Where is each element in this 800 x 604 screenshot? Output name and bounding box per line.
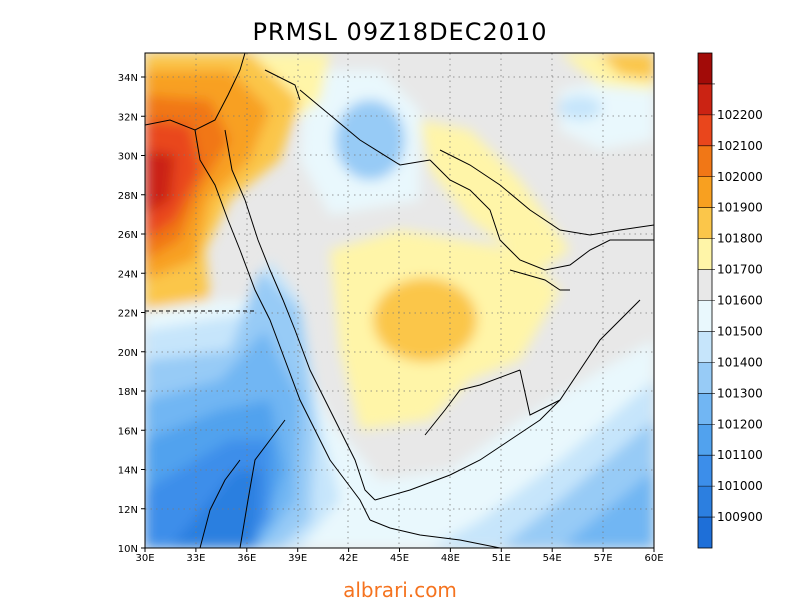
lat-tick-label: 28N	[118, 191, 138, 202]
colorbar-swatch	[698, 424, 712, 456]
colorbar-label: 101600	[717, 294, 763, 308]
coastlines	[145, 53, 654, 548]
colorbar-label: 101100	[717, 448, 763, 462]
lat-tick-label: 18N	[118, 387, 138, 398]
lon-tick-label: 45E	[390, 553, 409, 564]
colorbar-label: 101900	[717, 201, 763, 215]
colorbar-label: 101800	[717, 232, 763, 246]
lat-tick-label: 34N	[118, 73, 138, 84]
colorbar-label: 102000	[717, 170, 763, 184]
colorbar-label: 101000	[717, 479, 763, 493]
colorbar-swatch	[698, 114, 712, 146]
lat-tick-label: 22N	[118, 309, 138, 320]
lat-tick-label: 14N	[118, 466, 138, 477]
colorbar-frame	[697, 52, 713, 549]
lat-tick-label: 16N	[118, 426, 138, 437]
watermark: albrari.com	[343, 578, 457, 602]
longitude-axis: 30E 33E 36E 39E 42E 45E 48E 51E 54E 57E 60E	[135, 548, 664, 564]
colorbar-swatch	[698, 517, 712, 548]
lon-tick-label: 36E	[237, 553, 256, 564]
colorbar-label: 100900	[717, 510, 763, 524]
colorbar-swatch	[698, 207, 712, 239]
colorbar-swatch	[698, 269, 712, 301]
colorbar-swatch	[698, 53, 712, 84]
lon-tick-label: 60E	[644, 553, 663, 564]
colorbar-swatch	[698, 176, 712, 208]
colorbar-label: 101200	[717, 417, 763, 431]
map-title: PRMSL 09Z18DEC2010	[252, 18, 548, 46]
grid-lines	[145, 53, 654, 548]
lat-tick-label: 12N	[118, 505, 138, 516]
colorbar-swatch	[698, 83, 712, 115]
lon-tick-label: 33E	[186, 553, 205, 564]
lon-tick-label: 39E	[288, 553, 307, 564]
colorbar: 100900 101000 101100 101200 101300 101400 1015…	[697, 52, 763, 549]
lon-tick-label: 51E	[492, 553, 511, 564]
pressure-field	[145, 53, 654, 548]
colorbar-swatch	[698, 331, 712, 363]
lat-tick-label: 30N	[118, 152, 138, 163]
colorbar-label: 101400	[717, 355, 763, 369]
lat-tick-label: 20N	[118, 348, 138, 359]
lat-tick-label: 26N	[118, 230, 138, 241]
colorbar-label: 101500	[717, 324, 763, 338]
lat-tick-label: 32N	[118, 112, 138, 123]
colorbar-label: 102200	[717, 108, 763, 122]
lat-tick-label: 24N	[118, 269, 138, 280]
colorbar-label: 101300	[717, 386, 763, 400]
lon-tick-label: 48E	[441, 553, 460, 564]
colorbar-swatch	[698, 145, 712, 177]
colorbar-swatch	[698, 300, 712, 332]
lon-tick-label: 42E	[339, 553, 358, 564]
colorbar-swatch	[698, 486, 712, 518]
latitude-axis: 10N 12N 14N 16N 18N 20N 22N 24N 26N 28N 30N 32N 34N	[118, 73, 145, 555]
colorbar-label: 102100	[717, 139, 763, 153]
colorbar-swatch	[698, 455, 712, 487]
lat-tick-label: 10N	[118, 544, 138, 555]
colorbar-swatch	[698, 393, 712, 425]
colorbar-label: 101700	[717, 263, 763, 277]
lon-tick-label: 30E	[135, 553, 154, 564]
colorbar-swatch	[698, 362, 712, 394]
colorbar-swatch	[698, 238, 712, 270]
lon-tick-label: 54E	[543, 553, 562, 564]
lon-tick-label: 57E	[594, 553, 613, 564]
